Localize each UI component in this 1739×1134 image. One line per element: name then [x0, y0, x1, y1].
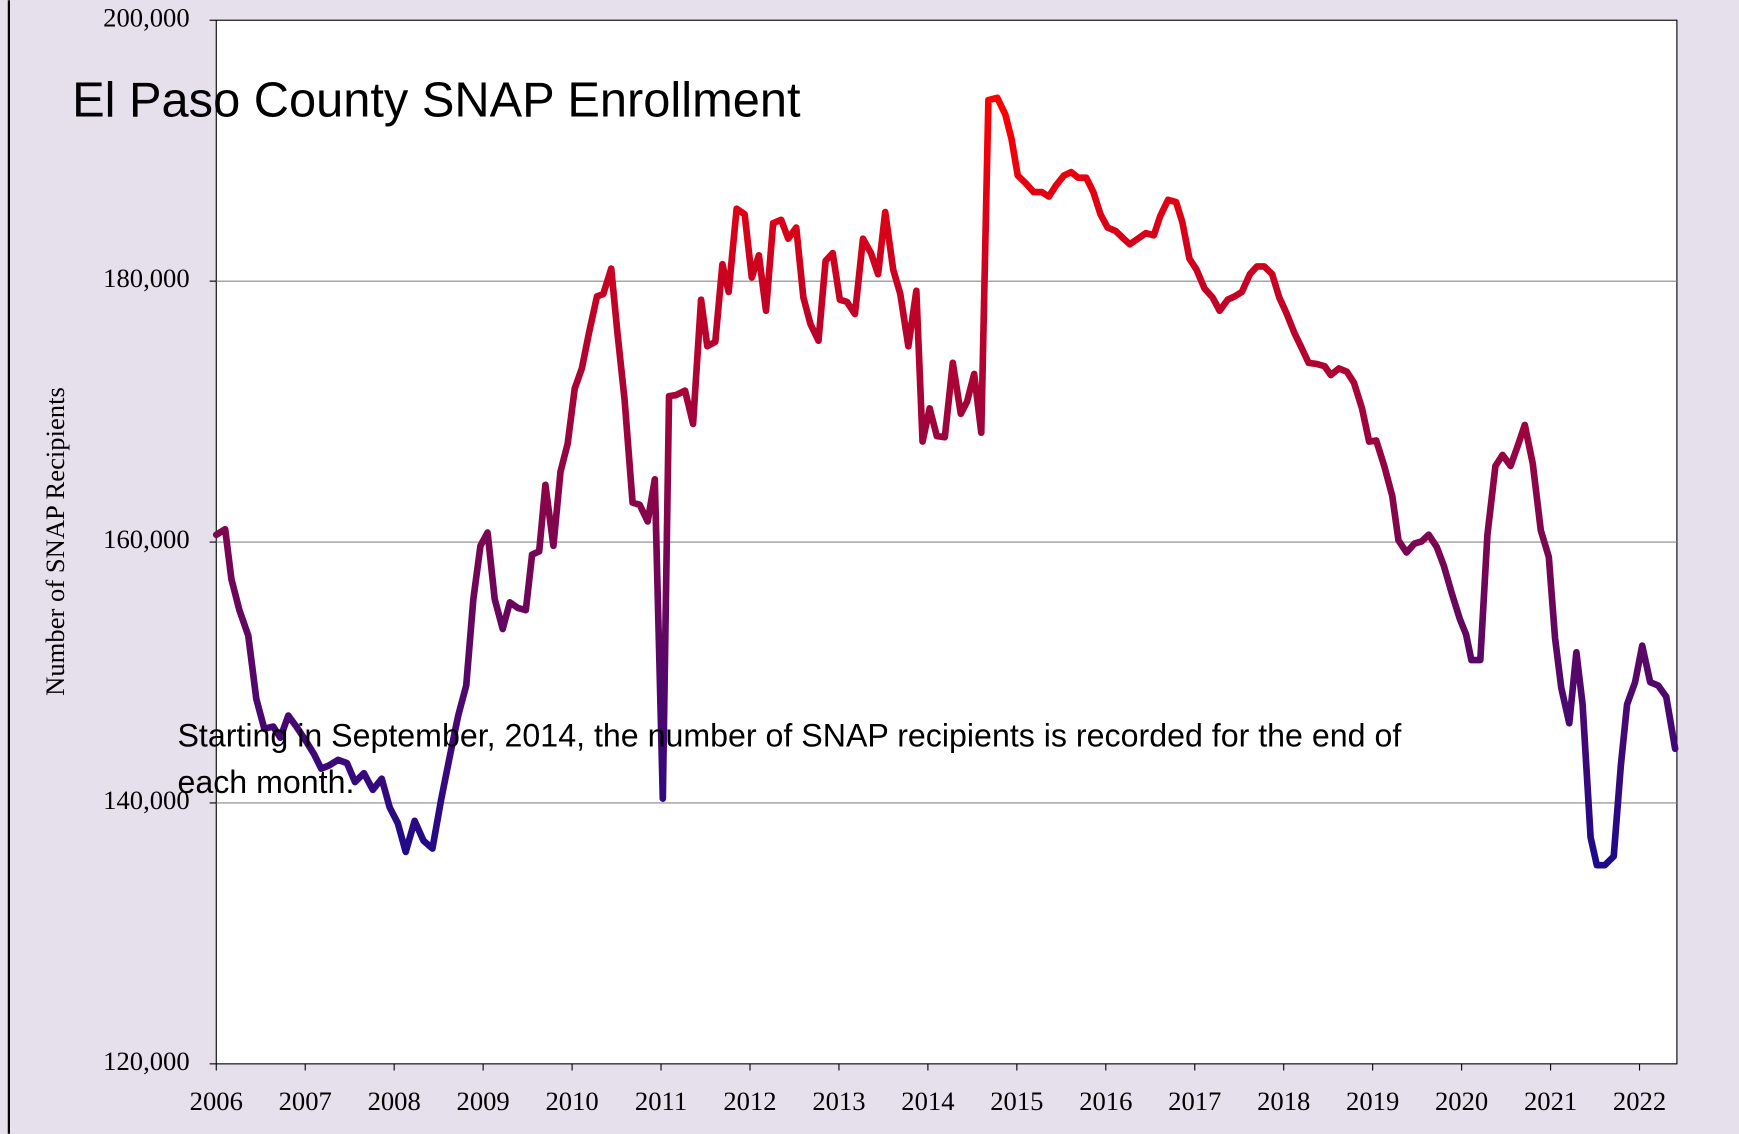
x-tick-label: 2013	[812, 1086, 865, 1116]
x-tick-label: 2012	[723, 1086, 776, 1116]
x-tick-label: 2017	[1168, 1086, 1221, 1116]
x-tick-label: 2009	[457, 1086, 510, 1116]
x-tick-label: 2010	[545, 1086, 598, 1116]
x-tick-label: 2021	[1524, 1086, 1577, 1116]
y-tick-label: 140,000	[103, 785, 189, 815]
y-tick-label: 180,000	[103, 263, 189, 293]
x-tick-label: 2016	[1079, 1086, 1132, 1116]
x-tick-label: 2019	[1346, 1086, 1399, 1116]
y-tick-label: 200,000	[103, 2, 189, 32]
x-tick-label: 2007	[279, 1086, 332, 1116]
chart-title: El Paso County SNAP Enrollment	[72, 73, 801, 127]
x-tick-label: 2022	[1613, 1086, 1666, 1116]
y-tick-label: 160,000	[103, 524, 189, 554]
x-tick-label: 2018	[1257, 1086, 1310, 1116]
data-line	[212, 94, 1679, 869]
x-tick-label: 2015	[990, 1086, 1043, 1116]
annotation: Starting in September, 2014, the number …	[177, 717, 1401, 753]
y-tick-label: 120,000	[103, 1046, 189, 1076]
x-tick-label: 2020	[1435, 1086, 1488, 1116]
x-tick-label: 2008	[368, 1086, 421, 1116]
annotation: each month.	[177, 764, 354, 800]
x-tick-label: 2006	[190, 1086, 243, 1116]
x-tick-label: 2014	[901, 1086, 954, 1116]
y-axis-label: Number of SNAP Recipients	[40, 387, 70, 696]
x-tick-label: 2011	[635, 1086, 687, 1116]
